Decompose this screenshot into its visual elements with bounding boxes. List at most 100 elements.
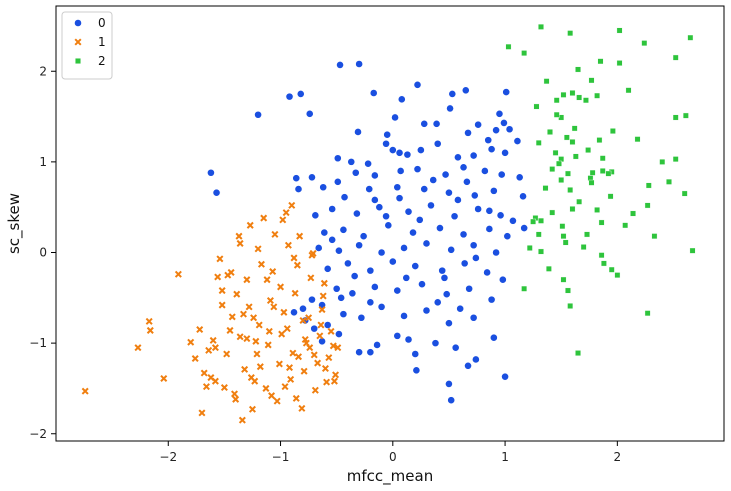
data-point	[247, 374, 255, 382]
data-point	[571, 125, 578, 132]
data-point	[418, 280, 426, 289]
data-point	[364, 159, 373, 168]
data-point	[289, 349, 297, 357]
data-point	[403, 150, 412, 159]
data-point	[492, 126, 500, 135]
data-point	[243, 335, 251, 343]
data-point	[233, 290, 241, 298]
data-point	[567, 303, 574, 309]
data-point	[298, 404, 306, 412]
data-point	[422, 239, 431, 248]
data-point	[333, 177, 342, 186]
data-point	[687, 34, 694, 41]
plot-area-frame	[55, 5, 725, 442]
data-point	[569, 90, 576, 96]
data-point	[278, 330, 286, 338]
data-point	[236, 333, 244, 341]
data-point	[339, 225, 348, 234]
data-point	[446, 104, 454, 113]
data-point	[306, 344, 314, 352]
data-point	[569, 139, 576, 145]
data-point	[575, 66, 581, 73]
legend-item-1: 1	[74, 35, 106, 49]
data-point	[214, 273, 222, 281]
data-point	[292, 174, 301, 183]
data-point	[323, 264, 332, 273]
data-point	[382, 139, 390, 148]
data-point	[464, 361, 472, 370]
series-2-points	[505, 23, 696, 356]
data-point	[441, 170, 450, 179]
data-point	[391, 113, 399, 122]
data-point	[547, 129, 553, 135]
data-point	[329, 342, 337, 350]
data-point	[198, 409, 206, 417]
data-point	[448, 90, 457, 98]
data-point	[460, 259, 469, 268]
data-point	[438, 266, 447, 275]
data-point	[609, 128, 616, 134]
legend-marker	[75, 58, 81, 64]
data-point	[519, 192, 527, 201]
data-point	[223, 350, 231, 358]
data-point	[269, 268, 277, 276]
data-point	[404, 335, 413, 344]
data-point	[232, 395, 240, 403]
data-point	[474, 120, 483, 129]
data-point	[270, 303, 278, 311]
data-point	[645, 182, 652, 189]
data-point	[238, 416, 246, 424]
data-point	[174, 270, 182, 278]
data-point	[622, 222, 629, 229]
data-point	[634, 136, 641, 143]
data-point	[497, 170, 506, 179]
data-point	[294, 185, 303, 193]
data-point	[584, 231, 590, 238]
data-point	[216, 255, 224, 263]
data-point	[505, 43, 512, 50]
data-point	[538, 248, 544, 255]
data-point	[498, 275, 507, 284]
data-point	[334, 344, 342, 352]
points-layer	[81, 23, 696, 424]
data-point	[469, 151, 478, 160]
data-point	[321, 364, 329, 373]
data-point	[588, 179, 595, 186]
data-point	[282, 209, 290, 217]
data-point	[246, 221, 254, 229]
data-point	[558, 177, 565, 183]
data-point	[187, 338, 195, 346]
data-point	[226, 326, 234, 334]
data-point	[483, 268, 492, 277]
data-point	[666, 178, 672, 185]
data-point	[495, 109, 504, 118]
data-point	[456, 304, 465, 313]
data-point	[352, 209, 361, 218]
data-point	[254, 110, 262, 119]
data-point	[501, 148, 509, 157]
data-point	[330, 377, 338, 385]
data-point	[288, 201, 296, 209]
data-point	[317, 321, 325, 329]
data-point	[599, 155, 606, 162]
data-point	[465, 284, 474, 293]
data-point	[218, 301, 226, 309]
data-point	[567, 30, 574, 37]
data-point	[290, 254, 298, 262]
data-point	[279, 216, 287, 224]
legend-item-2: 2	[75, 54, 106, 68]
data-point	[284, 241, 292, 249]
data-point	[245, 303, 253, 311]
data-point	[445, 188, 453, 197]
data-point	[310, 351, 318, 359]
data-point	[588, 77, 595, 84]
data-point	[560, 91, 567, 98]
data-point	[420, 185, 429, 193]
data-point	[431, 339, 440, 348]
data-point	[599, 168, 606, 174]
data-point	[562, 239, 569, 246]
data-point	[218, 287, 226, 295]
data-point	[351, 168, 360, 177]
data-point	[543, 78, 550, 85]
x-tick-label: 2	[614, 450, 622, 464]
